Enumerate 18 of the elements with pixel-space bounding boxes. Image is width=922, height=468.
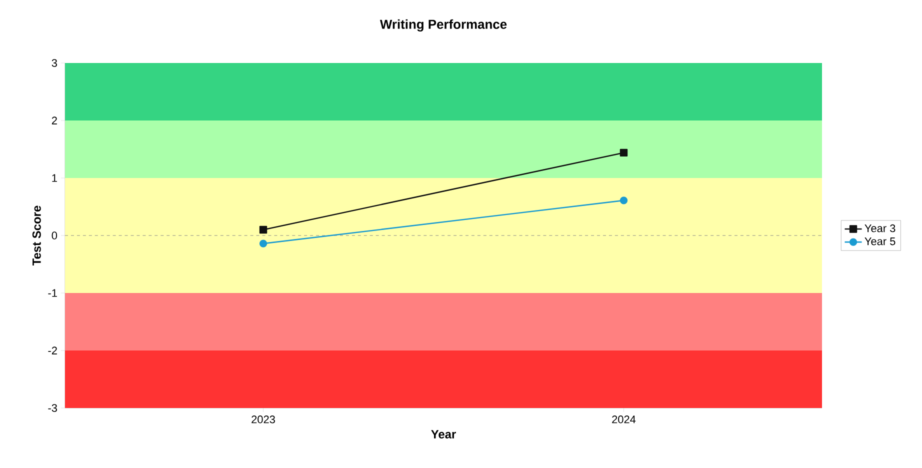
point: [259, 240, 268, 248]
y-tick-label: 3: [52, 59, 57, 67]
y-tick-label: 2: [52, 116, 57, 124]
y-tick-label: -1: [48, 289, 57, 297]
legend-label: Year 5: [864, 238, 896, 246]
point: [620, 196, 628, 204]
point: [259, 226, 268, 234]
y-axis-title: Test Score: [32, 206, 41, 266]
point: [620, 148, 628, 157]
x-axis-title: Year: [431, 430, 456, 438]
x-tick-label: 2023: [252, 416, 275, 424]
y-tick-label: 0: [52, 232, 58, 240]
chart-title: Writing Performance: [380, 19, 507, 32]
y-tick-label: 1: [52, 174, 57, 182]
x-tick-label: 2024: [612, 416, 636, 424]
y-tick-label: -3: [48, 404, 57, 412]
legend-label: Year 3: [864, 224, 896, 232]
y-tick-label: -2: [48, 346, 57, 354]
